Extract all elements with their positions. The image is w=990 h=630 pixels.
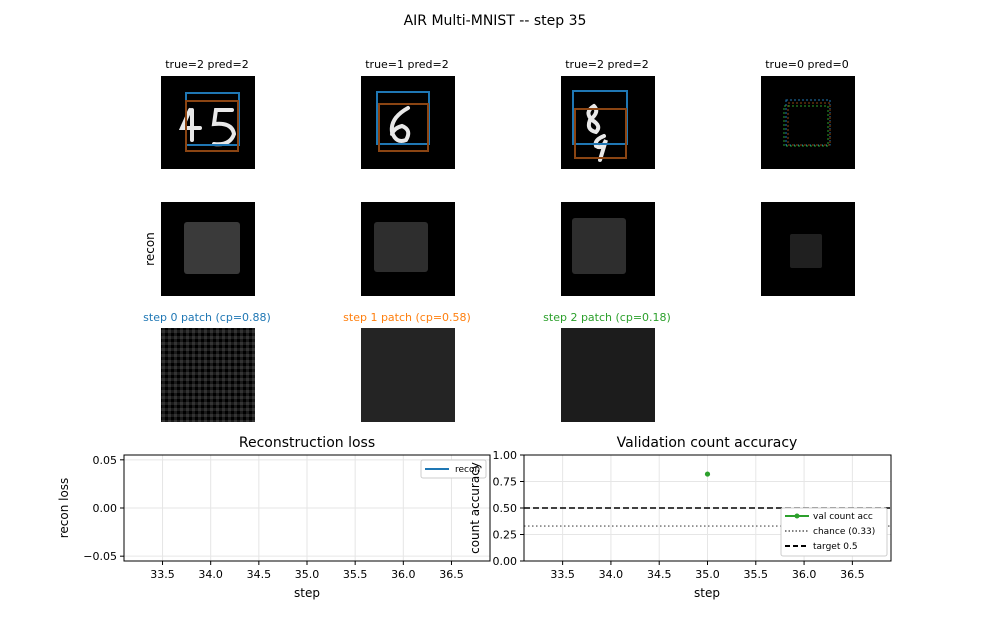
ytick-label: 0.05: [93, 454, 118, 467]
legend-label-target: target 0.5: [813, 542, 858, 552]
legend-label-val-acc: val count acc: [813, 512, 873, 522]
recon-blob-1: [184, 222, 240, 274]
digit-strokes-1: [178, 108, 237, 147]
box-step1-1: [185, 100, 239, 152]
xtick-label: 35.0: [695, 568, 720, 581]
xtick-label: 33.5: [150, 568, 175, 581]
count-acc-legend-box: [780, 507, 888, 557]
count-acc-ylabel: count accuracy: [468, 462, 482, 554]
xtick-label: 34.5: [247, 568, 272, 581]
patch-image-2: [361, 328, 455, 422]
recon-blob-4: [790, 234, 822, 268]
recon-loss-xlabel: step: [294, 586, 320, 600]
xtick-label: 33.5: [550, 568, 575, 581]
box-step1-4: [787, 102, 831, 146]
patch-image-3: [561, 328, 655, 422]
ytick-label: −0.05: [83, 550, 117, 563]
count-acc-reference-lines: [524, 507, 891, 527]
recon-loss-ylabel: recon loss: [57, 478, 71, 539]
patch-label-3: step 2 patch (cp=0.18): [543, 311, 671, 324]
xtick-label: 36.5: [840, 568, 865, 581]
xtick-label: 35.5: [744, 568, 769, 581]
box-step1-2: [378, 103, 429, 152]
recon-loss-title: Reconstruction loss: [239, 435, 375, 451]
xtick-label: 34.0: [599, 568, 624, 581]
input-label-2: true=1 pred=2: [365, 58, 449, 71]
xtick-label: 36.5: [439, 568, 464, 581]
input-panel-3: true=2 pred=2: [561, 58, 655, 169]
patch-row: step 0 patch (cp=0.88) step 1 patch (cp=…: [143, 311, 671, 422]
recon-blob-3: [572, 218, 626, 274]
digit-strokes-2: [389, 106, 411, 143]
input-image-1: [161, 76, 255, 169]
ytick-label: 0.00: [93, 502, 118, 515]
input-panel-2: true=1 pred=2: [361, 58, 455, 169]
recon-loss-xticks: 33.5 34.0 34.5 35.0 35.5 36.0 36.5: [150, 561, 464, 581]
ytick-label: 0.50: [493, 502, 518, 515]
xtick-label: 34.0: [198, 568, 223, 581]
xtick-label: 36.0: [792, 568, 817, 581]
count-acc-yticks: 1.00 0.75 0.50 0.25 0.00: [493, 449, 524, 568]
recon-loss-legend: recon: [420, 459, 487, 479]
input-panel-1: true=2 pred=2: [161, 58, 255, 169]
xtick-label: 36.0: [391, 568, 416, 581]
recon-row: recon: [143, 202, 855, 296]
ytick-label: 0.25: [493, 529, 518, 542]
input-label-1: true=2 pred=2: [165, 58, 249, 71]
legend-marker-val-acc: [794, 513, 800, 519]
patch-label-2: step 1 patch (cp=0.58): [343, 311, 471, 324]
count-acc-legend: val count acc chance (0.33) target 0.5: [780, 507, 888, 557]
recon-blob-2: [374, 222, 428, 272]
ytick-label: 0.00: [493, 555, 518, 568]
input-label-4: true=0 pred=0: [765, 58, 849, 71]
data-point: [704, 471, 711, 477]
figure-title: AIR Multi-MNIST -- step 35: [404, 13, 587, 29]
patch-image-1: [161, 328, 255, 422]
patch-label-1: step 0 patch (cp=0.88): [143, 311, 271, 324]
xtick-label: 34.5: [647, 568, 672, 581]
xtick-label: 35.5: [343, 568, 368, 581]
legend-label-chance: chance (0.33): [813, 527, 875, 537]
input-image-4: [761, 76, 855, 169]
count-acc-chart: Validation count accuracy 33.5 34.0 34.5 35…: [468, 435, 892, 600]
count-acc-xticks: 33.5 34.0 34.5 35.0 35.5 36.0 36.5: [550, 561, 865, 581]
input-image-2: [361, 76, 455, 169]
count-acc-series: [704, 471, 711, 477]
recon-row-label: recon: [143, 232, 157, 266]
input-row: true=2 pred=2 true=1 pred=2 true=2 pred=…: [161, 58, 855, 169]
input-label-3: true=2 pred=2: [565, 58, 649, 71]
count-acc-title: Validation count accuracy: [617, 435, 798, 451]
box-step2-4: [783, 105, 829, 147]
recon-loss-legend-box: [420, 459, 487, 479]
ytick-label: 0.75: [493, 476, 518, 489]
ytick-label: 1.00: [493, 449, 518, 462]
xtick-label: 35.0: [295, 568, 320, 581]
box-step1-3: [574, 108, 627, 159]
recon-loss-chart: Reconstruction loss 33.5 34.0 34.5 35.0 35.5…: [57, 435, 491, 600]
input-panel-4: true=0 pred=0: [761, 58, 855, 169]
recon-loss-yticks: 0.05 0.00 −0.05: [83, 454, 124, 563]
count-acc-xlabel: step: [694, 586, 720, 600]
recon-loss-legend-label: recon: [455, 465, 480, 475]
box-step0-4: [785, 99, 831, 146]
